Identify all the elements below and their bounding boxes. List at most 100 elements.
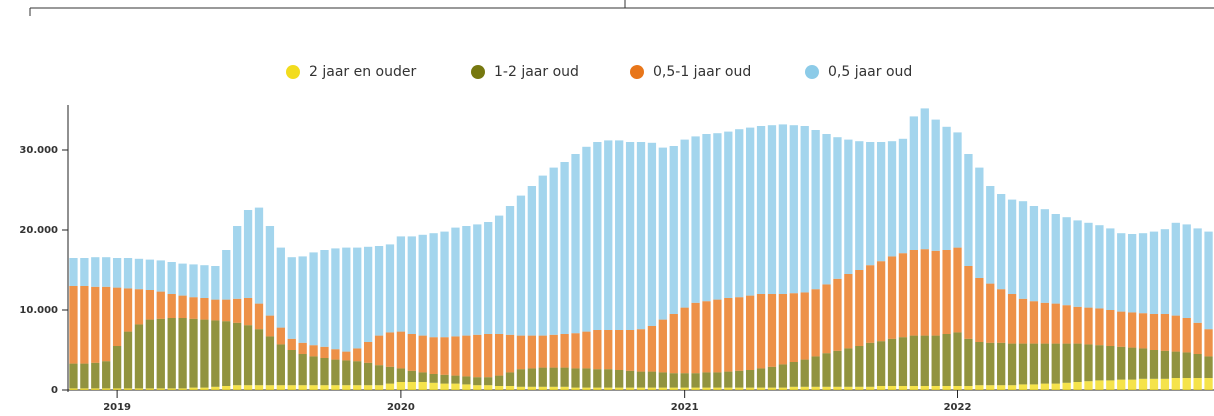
bar-segment xyxy=(396,382,406,390)
bar-segment xyxy=(876,386,886,390)
bar-segment xyxy=(778,294,788,365)
bar-segment xyxy=(724,371,733,388)
bar-segment xyxy=(942,250,951,334)
bar-segment xyxy=(189,264,198,298)
y-tick-label: 30.000 xyxy=(19,145,58,156)
bar-segment xyxy=(527,335,537,369)
bar-segment xyxy=(986,283,995,343)
bar-segment xyxy=(1171,315,1180,352)
bar-segment xyxy=(789,293,798,362)
bar-segment xyxy=(538,175,547,336)
bar-segment xyxy=(811,289,820,357)
bar-segment xyxy=(69,286,78,364)
bar-segment xyxy=(298,385,307,390)
bar-segment xyxy=(1171,222,1180,316)
bar-segment xyxy=(735,387,744,390)
bar-segment xyxy=(145,388,155,390)
bar-segment xyxy=(713,299,722,373)
bar-segment xyxy=(1127,234,1137,313)
bar-segment xyxy=(429,382,438,390)
bar-segment xyxy=(363,342,373,363)
bar-segment xyxy=(189,318,198,388)
bar-segment xyxy=(233,298,242,323)
bar-segment xyxy=(1040,209,1049,303)
bar-segment xyxy=(549,367,558,387)
bar-segment xyxy=(80,286,89,364)
bar-segment xyxy=(189,297,198,319)
bar-segment xyxy=(233,385,242,390)
bar-segment xyxy=(342,360,351,386)
bar-segment xyxy=(211,320,220,387)
bar-segment xyxy=(691,302,700,374)
bar-segment xyxy=(353,348,362,362)
bar-segment xyxy=(178,388,187,390)
bar-segment xyxy=(134,388,144,390)
bar-segment xyxy=(822,353,831,387)
bar-segment xyxy=(462,226,471,336)
bar-segment xyxy=(429,233,438,338)
bar-segment xyxy=(745,370,755,388)
bar-segment xyxy=(331,385,340,390)
bar-segment xyxy=(735,370,744,388)
bar-segment xyxy=(571,333,580,369)
bar-segment xyxy=(309,356,318,386)
bar-segment xyxy=(1084,381,1093,390)
bar-segment xyxy=(1040,302,1049,344)
legend-label: 0,5-1 jaar oud xyxy=(653,64,751,80)
bar-segment xyxy=(680,139,689,308)
bar-segment xyxy=(1127,347,1137,380)
bar-segment xyxy=(647,371,657,388)
bar-segment xyxy=(80,363,89,389)
bar-segment xyxy=(396,331,406,369)
bar-segment xyxy=(1182,352,1191,378)
bar-segment xyxy=(1149,314,1159,350)
bar-segment xyxy=(385,383,395,390)
bar-segment xyxy=(1138,233,1148,314)
bar-segment xyxy=(1106,310,1115,346)
bar-segment xyxy=(898,138,908,254)
bar-segment xyxy=(822,284,831,354)
bar-segment xyxy=(1062,382,1071,390)
bar-segment xyxy=(560,334,569,368)
bar-segment xyxy=(342,351,351,361)
bar-segment xyxy=(680,307,689,374)
bar-segment xyxy=(702,134,711,302)
bar-segment xyxy=(331,359,340,386)
bar-segment xyxy=(1018,298,1028,344)
bar-segment xyxy=(309,385,318,390)
bar-segment xyxy=(680,373,689,388)
y-tick-label: 0 xyxy=(51,385,58,396)
bar-segment xyxy=(855,386,864,390)
bar-segment xyxy=(833,350,842,387)
bar-segment xyxy=(1073,220,1082,307)
bar-segment xyxy=(91,388,100,390)
bar-segment xyxy=(625,330,635,371)
bar-segment xyxy=(429,337,438,374)
bar-segment xyxy=(134,324,144,389)
bar-segment xyxy=(1062,217,1071,306)
bar-segment xyxy=(855,270,864,346)
bar-segment xyxy=(254,207,264,304)
bar-segment xyxy=(1127,379,1137,390)
bar-segment xyxy=(243,385,253,390)
bar-segment xyxy=(931,119,940,251)
bar-segment xyxy=(1007,199,1017,294)
bar-segment xyxy=(647,142,657,326)
bar-segment xyxy=(953,386,962,390)
bar-segment xyxy=(1095,345,1104,381)
bar-segment xyxy=(1018,343,1028,385)
bar-segment xyxy=(287,350,296,386)
bar-segment xyxy=(909,335,919,386)
bar-segment xyxy=(211,266,220,300)
bar-segment xyxy=(844,348,853,387)
bar-segment xyxy=(625,387,635,390)
bar-segment xyxy=(505,334,515,373)
bar-segment xyxy=(1095,380,1104,390)
bar-segment xyxy=(1182,224,1191,318)
bar-segment xyxy=(342,247,351,352)
bar-segment xyxy=(713,387,722,390)
bar-segment xyxy=(833,137,842,279)
bar-segment xyxy=(211,386,220,390)
bar-segment xyxy=(702,301,711,373)
